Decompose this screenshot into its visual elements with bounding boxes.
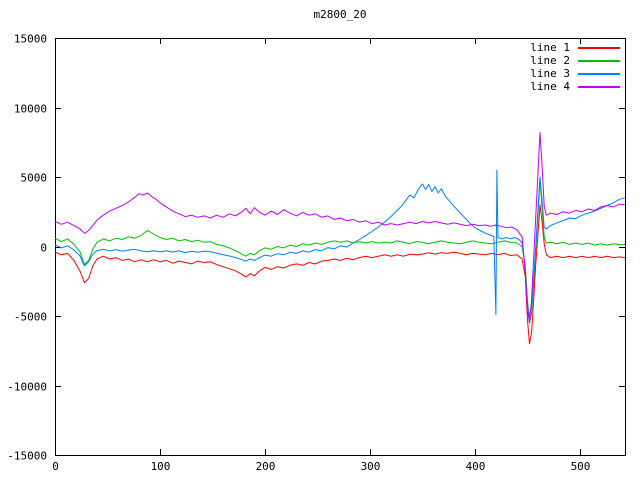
x-tick-label: 100 — [151, 460, 171, 473]
series-line-1 — [54, 204, 626, 345]
legend-label: line 3 — [530, 67, 570, 80]
legend-line-sample — [578, 72, 620, 75]
legend: line 1 line 2 line 3 line 4 — [530, 41, 620, 93]
legend-item-1: line 1 — [530, 41, 620, 54]
x-tick-label: 400 — [466, 460, 486, 473]
x-tick-label: 300 — [361, 460, 381, 473]
y-axis-ticks: -15000 -10000 -5000 0 5000 10000 15000 — [7, 33, 625, 463]
y-tick-label: 10000 — [14, 103, 47, 116]
y-tick-label: 0 — [40, 242, 47, 255]
x-tick-label: 500 — [571, 460, 591, 473]
legend-item-3: line 3 — [530, 67, 620, 80]
legend-item-4: line 4 — [530, 80, 620, 93]
legend-line-sample — [578, 46, 620, 49]
y-tick-label: -10000 — [7, 381, 47, 394]
series-line-2 — [54, 179, 626, 324]
legend-label: line 2 — [530, 54, 570, 67]
y-tick-label: -15000 — [7, 450, 47, 463]
plot-border — [55, 38, 626, 456]
chart-title: m2800_20 — [313, 8, 367, 21]
legend-item-2: line 2 — [530, 54, 620, 67]
y-tick-label: 15000 — [14, 33, 47, 46]
legend-label: line 1 — [530, 41, 570, 54]
legend-line-sample — [578, 59, 620, 62]
x-axis-ticks: 0 100 200 300 400 500 — [52, 38, 590, 473]
legend-label: line 4 — [530, 80, 570, 93]
legend-line-sample — [578, 85, 620, 88]
x-tick-label: 0 — [52, 460, 59, 473]
series-line-4 — [54, 132, 626, 324]
y-tick-label: 5000 — [21, 172, 48, 185]
series-line-3 — [54, 169, 626, 317]
y-tick-label: -5000 — [14, 311, 47, 324]
x-tick-label: 200 — [256, 460, 276, 473]
